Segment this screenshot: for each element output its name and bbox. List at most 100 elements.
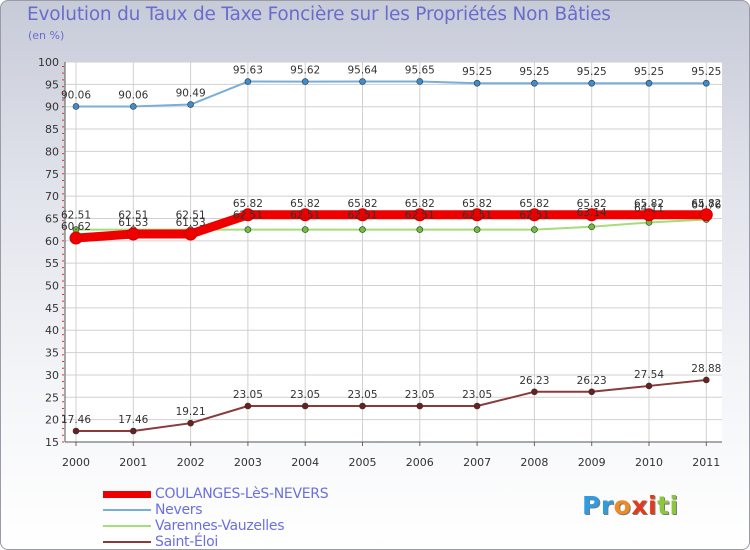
data-label: 95.65 [405, 64, 435, 76]
data-label: 23.05 [290, 389, 320, 401]
y-tick-label: 30 [45, 369, 59, 382]
legend-item: COULANGES-LèS-NEVERS [103, 486, 403, 502]
y-tick-label: 60 [45, 235, 59, 248]
logo-letter: r [600, 491, 614, 520]
data-label: 65.82 [519, 198, 549, 210]
y-tick-label: 85 [45, 123, 59, 136]
data-point [359, 78, 366, 85]
data-label: 62.51 [462, 210, 492, 222]
data-point [527, 208, 541, 222]
data-point [241, 208, 255, 222]
x-tick-label: 2007 [463, 456, 491, 469]
y-tick-label: 95 [45, 78, 59, 91]
data-point [298, 208, 312, 222]
data-point [702, 376, 710, 384]
data-label: 63.14 [577, 207, 607, 219]
logo-letter: i [648, 491, 658, 520]
series-line [75, 80, 708, 108]
y-tick-label: 80 [45, 145, 59, 158]
data-point [470, 208, 484, 222]
data-label: 90.49 [176, 88, 206, 100]
data-point [130, 103, 137, 110]
x-tick-label: 2010 [635, 456, 663, 469]
data-point [69, 231, 83, 245]
x-tick-label: 2009 [578, 456, 606, 469]
data-label: 23.05 [405, 389, 435, 401]
legend-item: Saint-Éloi [103, 534, 403, 550]
data-point [416, 226, 424, 233]
proxiti-logo: Proxiti [582, 491, 679, 520]
legend-label: Saint-Éloi [155, 534, 218, 550]
data-point [359, 226, 366, 233]
data-point [645, 382, 653, 390]
data-point [187, 101, 194, 108]
data-point [531, 226, 538, 233]
data-label: 95.25 [577, 66, 607, 78]
series-line [71, 210, 711, 243]
x-tick-label: 2011 [692, 456, 720, 469]
data-label: 95.62 [290, 65, 320, 77]
y-tick-label: 55 [45, 257, 59, 270]
y-tick-label: 45 [45, 302, 59, 315]
data-label: 90.06 [61, 89, 91, 101]
data-label: 65.82 [405, 198, 435, 210]
legend-swatch [103, 541, 151, 543]
data-label: 62.51 [61, 210, 91, 222]
data-label: 95.25 [691, 66, 721, 78]
data-label: 65.82 [233, 198, 263, 210]
y-tick-label: 70 [45, 190, 59, 203]
series-line [75, 378, 708, 433]
data-label: 62.51 [519, 210, 549, 222]
grid [65, 61, 722, 443]
data-label: 62.51 [405, 210, 435, 222]
data-point [702, 79, 710, 87]
data-label: 95.64 [347, 64, 377, 76]
legend-swatch [103, 490, 151, 498]
y-tick-label: 50 [45, 280, 59, 293]
data-point [588, 388, 596, 396]
x-tick-label: 2002 [177, 456, 205, 469]
x-tick-label: 2008 [520, 456, 548, 469]
y-tick-label: 65 [45, 212, 59, 225]
data-point [301, 402, 309, 410]
data-label: 65.82 [634, 198, 664, 210]
data-label: 65.82 [290, 198, 320, 210]
data-labels: 60.62 61.53 61.53 65.82 65.82 65.82 65.82 65.82… [61, 64, 722, 426]
legend-swatch [103, 509, 151, 511]
y-tick-label: 75 [45, 168, 59, 181]
y-tick-label: 100 [38, 56, 59, 69]
data-label: 19.21 [176, 406, 206, 418]
x-tick-label: 2003 [234, 456, 262, 469]
data-label: 27.54 [634, 369, 664, 381]
data-point [356, 208, 369, 222]
legend-label: Nevers [155, 502, 203, 518]
data-point [416, 78, 424, 85]
data-label: 61.53 [176, 217, 206, 229]
data-point [585, 208, 599, 222]
data-label: 62.51 [118, 210, 148, 222]
logo-letter: x [631, 491, 648, 520]
data-point [531, 388, 538, 396]
data-label: 95.63 [233, 65, 263, 77]
data-point [301, 226, 309, 233]
data-label: 90.06 [118, 89, 148, 101]
legend-item: Nevers [103, 502, 403, 518]
data-point [588, 79, 596, 87]
y-tick-label: 15 [45, 436, 59, 449]
data-label: 61.53 [118, 217, 148, 229]
data-point [473, 226, 481, 233]
logo-letter: i [669, 491, 679, 520]
data-point [416, 402, 424, 410]
y-tick-label: 25 [45, 391, 59, 404]
logo-letter: t [657, 491, 670, 520]
y-tick-label: 90 [45, 101, 59, 114]
x-tick-label: 2006 [406, 456, 434, 469]
data-point [244, 402, 252, 410]
data-label: 62.51 [233, 210, 263, 222]
legend-item: Varennes-Vauzelles [103, 518, 403, 534]
x-tick-label: 2001 [119, 456, 147, 469]
y-unit-label: (en %) [28, 29, 65, 42]
series-lines [69, 78, 713, 435]
data-point [531, 79, 538, 87]
